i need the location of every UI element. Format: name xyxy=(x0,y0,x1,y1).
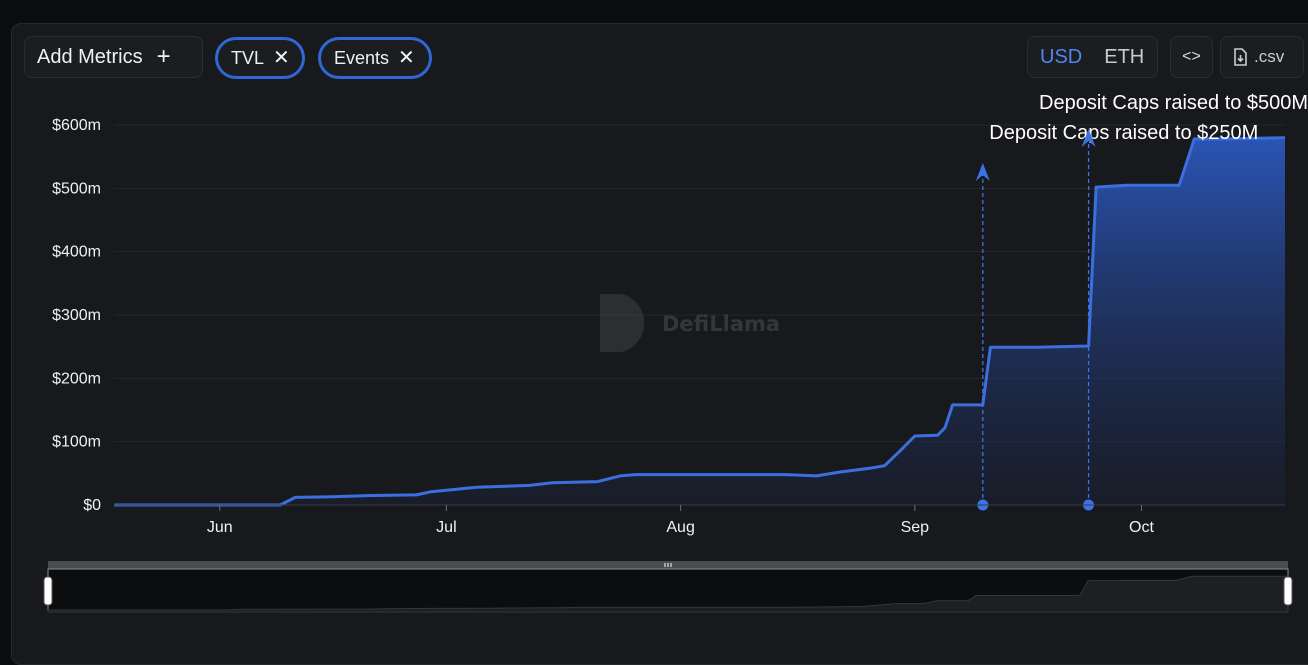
metric-pill-label: TVL xyxy=(231,47,265,68)
y-tick-label: $300m xyxy=(52,307,101,324)
axis-layer: $0 $100m $200m $300m $400m $500m $600m Jun Jul Au… xyxy=(52,117,1285,536)
currency-toggle: USD ETH xyxy=(1027,36,1158,78)
currency-usd-button[interactable]: USD xyxy=(1040,45,1083,68)
x-tick-label: Aug xyxy=(666,519,694,536)
defillama-watermark: DefiLlama xyxy=(600,294,780,352)
metric-pill-label: Events xyxy=(334,47,390,68)
zoom-range-handle[interactable] xyxy=(43,576,53,606)
download-csv-button[interactable]: .csv xyxy=(1220,36,1304,78)
zoom-preview-area xyxy=(47,575,1289,613)
csv-label: .csv xyxy=(1254,47,1285,66)
x-tick-label: Oct xyxy=(1129,519,1154,536)
file-download-icon xyxy=(1233,48,1248,66)
currency-eth-button[interactable]: ETH xyxy=(1104,45,1145,68)
add-metrics-button[interactable]: Add Metrics + xyxy=(24,36,203,78)
code-icon: <> xyxy=(1182,48,1201,65)
x-tick-label: Jul xyxy=(436,519,456,536)
event-marker-arrow xyxy=(1081,129,1096,147)
zoom-slider[interactable] xyxy=(43,561,1293,613)
y-tick-label: $600m xyxy=(52,117,101,134)
tvl-area-fill xyxy=(114,137,1285,505)
zoom-range-handle[interactable] xyxy=(1283,576,1293,606)
event-annotation-label: Deposit Caps raised to $250M xyxy=(989,122,1258,144)
x-tick-label: Jun xyxy=(207,519,233,536)
close-icon[interactable]: ✕ xyxy=(398,47,415,69)
chart-toolbar: Add Metrics + TVL ✕ Events ✕ USD ETH <> … xyxy=(24,36,1308,80)
embed-button[interactable]: <> xyxy=(1170,36,1213,78)
area-layer xyxy=(114,136,1286,507)
y-tick-label: $200m xyxy=(52,370,101,387)
y-tick-label: $0 xyxy=(83,497,101,514)
y-tick-label: $400m xyxy=(52,244,101,261)
add-metrics-label: Add Metrics xyxy=(37,45,143,68)
y-tick-label: $500m xyxy=(52,180,101,197)
x-tick-label: Sep xyxy=(901,519,930,536)
close-icon[interactable]: ✕ xyxy=(273,47,290,69)
annotation-layer: Deposit Caps raised to $250M Deposit Caps… xyxy=(975,92,1308,511)
event-annotation-label: Deposit Caps raised to $500M xyxy=(1039,92,1308,114)
y-tick-label: $100m xyxy=(52,434,101,451)
tvl-series-line xyxy=(114,136,1286,507)
metric-pill-events[interactable]: Events ✕ xyxy=(318,37,432,79)
metric-pill-tvl[interactable]: TVL ✕ xyxy=(215,37,305,79)
tvl-chart: DefiLlama Deposit Caps raised to $250MDe… xyxy=(43,92,1308,613)
event-marker-arrow xyxy=(975,163,990,181)
watermark-text: DefiLlama xyxy=(662,312,780,336)
plus-icon: + xyxy=(156,43,171,70)
